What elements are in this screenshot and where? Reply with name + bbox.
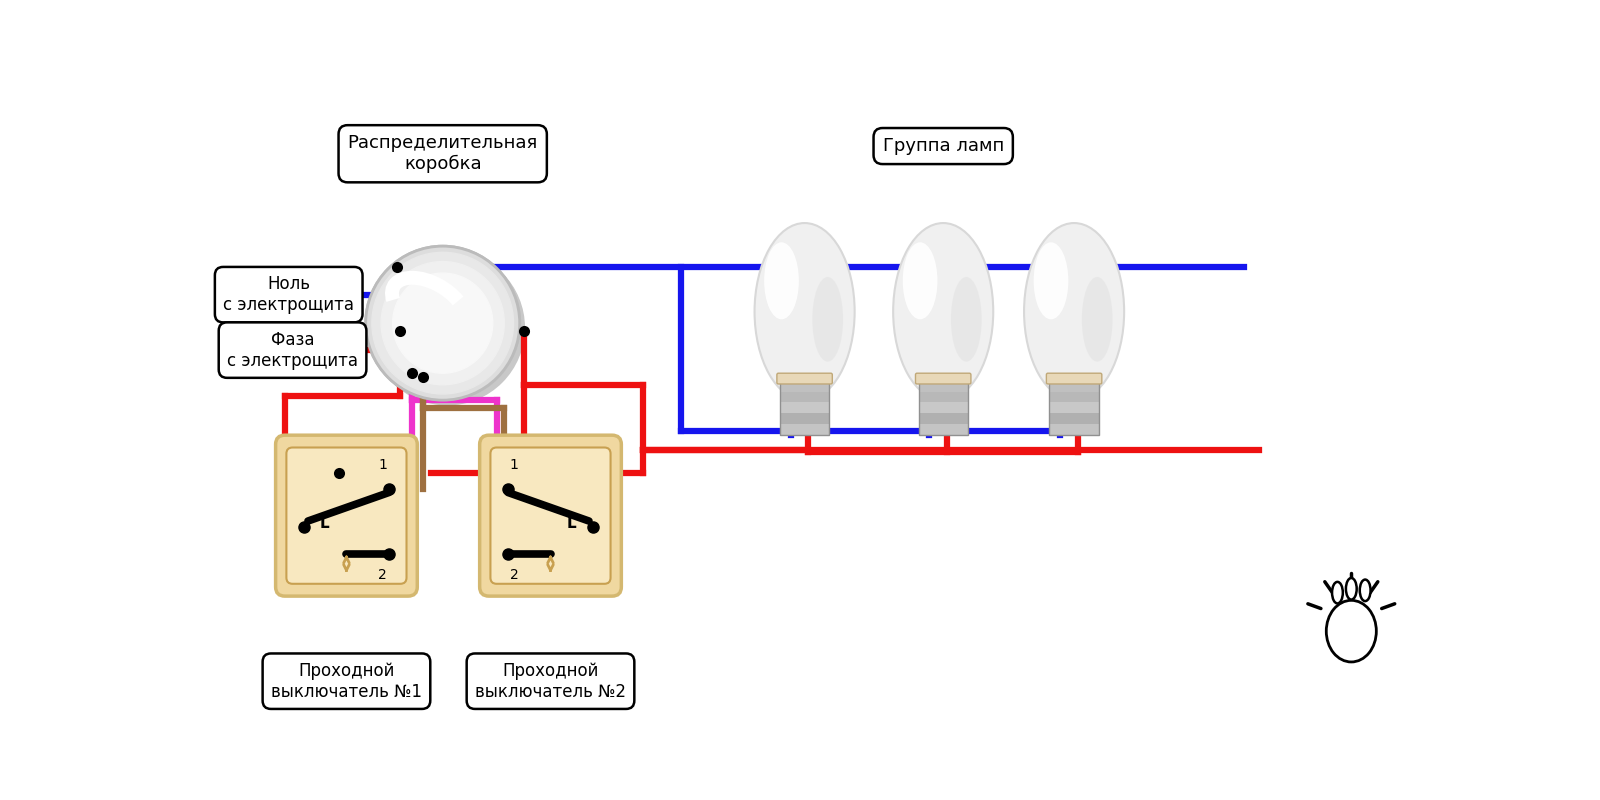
Ellipse shape bbox=[893, 223, 994, 400]
FancyBboxPatch shape bbox=[1050, 381, 1099, 393]
FancyBboxPatch shape bbox=[779, 402, 829, 414]
Ellipse shape bbox=[1333, 582, 1342, 603]
Ellipse shape bbox=[1024, 223, 1125, 400]
FancyBboxPatch shape bbox=[779, 414, 829, 425]
Text: 2: 2 bbox=[510, 568, 518, 582]
Text: Ноль
с электрощита: Ноль с электрощита bbox=[222, 275, 354, 314]
Ellipse shape bbox=[755, 223, 854, 400]
Text: 1: 1 bbox=[378, 458, 387, 472]
Ellipse shape bbox=[1360, 579, 1371, 601]
Text: Проходной
выключатель №2: Проходной выключатель №2 bbox=[475, 662, 626, 701]
FancyBboxPatch shape bbox=[1050, 392, 1099, 403]
Circle shape bbox=[392, 273, 493, 373]
Ellipse shape bbox=[1346, 578, 1357, 599]
Ellipse shape bbox=[765, 242, 798, 319]
Circle shape bbox=[370, 250, 525, 405]
Circle shape bbox=[381, 262, 504, 385]
Ellipse shape bbox=[1082, 277, 1112, 362]
FancyBboxPatch shape bbox=[918, 424, 968, 435]
FancyBboxPatch shape bbox=[779, 424, 829, 435]
Ellipse shape bbox=[950, 277, 982, 362]
Circle shape bbox=[378, 258, 509, 389]
Text: Распределительная
коробка: Распределительная коробка bbox=[347, 134, 538, 174]
FancyBboxPatch shape bbox=[918, 414, 968, 425]
Text: Фаза
с электрощита: Фаза с электрощита bbox=[227, 330, 358, 370]
FancyBboxPatch shape bbox=[1046, 373, 1102, 384]
FancyBboxPatch shape bbox=[1050, 414, 1099, 425]
Circle shape bbox=[370, 250, 515, 396]
FancyBboxPatch shape bbox=[915, 373, 971, 384]
Circle shape bbox=[371, 252, 514, 394]
Text: 2: 2 bbox=[378, 568, 387, 582]
FancyBboxPatch shape bbox=[491, 447, 611, 584]
Ellipse shape bbox=[902, 242, 938, 319]
Ellipse shape bbox=[813, 277, 843, 362]
Text: Группа ламп: Группа ламп bbox=[883, 137, 1003, 155]
FancyBboxPatch shape bbox=[778, 373, 832, 384]
FancyBboxPatch shape bbox=[480, 435, 621, 596]
FancyBboxPatch shape bbox=[779, 381, 829, 393]
FancyBboxPatch shape bbox=[1050, 424, 1099, 435]
Text: 1: 1 bbox=[510, 458, 518, 472]
Ellipse shape bbox=[1034, 242, 1069, 319]
Text: Проходной
выключатель №1: Проходной выключатель №1 bbox=[270, 662, 422, 701]
FancyBboxPatch shape bbox=[1050, 402, 1099, 414]
Ellipse shape bbox=[1326, 600, 1376, 662]
FancyBboxPatch shape bbox=[779, 392, 829, 403]
Text: L: L bbox=[566, 516, 576, 531]
FancyBboxPatch shape bbox=[286, 447, 406, 584]
Circle shape bbox=[366, 246, 520, 400]
FancyBboxPatch shape bbox=[275, 435, 418, 596]
FancyBboxPatch shape bbox=[918, 381, 968, 393]
Circle shape bbox=[366, 246, 520, 400]
Text: L: L bbox=[320, 516, 330, 531]
FancyBboxPatch shape bbox=[918, 392, 968, 403]
FancyBboxPatch shape bbox=[918, 402, 968, 414]
